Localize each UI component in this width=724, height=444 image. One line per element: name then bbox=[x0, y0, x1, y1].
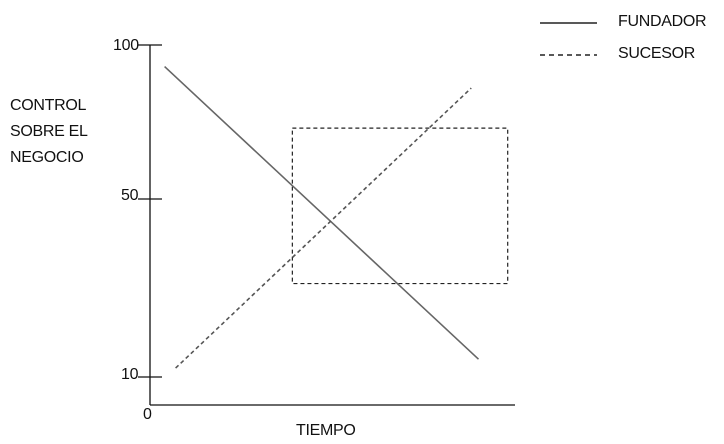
y-tick-label-10: 10 bbox=[121, 366, 139, 383]
y-tick-label-100: 100 bbox=[113, 37, 139, 54]
series-line-sucesor bbox=[175, 87, 472, 369]
x-origin-label: 0 bbox=[143, 406, 152, 423]
series-line-fundador bbox=[164, 66, 480, 360]
y-tick-label-50: 50 bbox=[121, 187, 139, 204]
highlight-box bbox=[291, 127, 509, 285]
x-axis-label: TIEMPO bbox=[296, 422, 356, 439]
legend-label-fundador: FUNDADOR bbox=[618, 13, 707, 30]
y-axis-label: CONTROL SOBRE EL NEGOCIO bbox=[10, 97, 88, 166]
legend-label-sucesor: SUCESOR bbox=[618, 45, 696, 62]
